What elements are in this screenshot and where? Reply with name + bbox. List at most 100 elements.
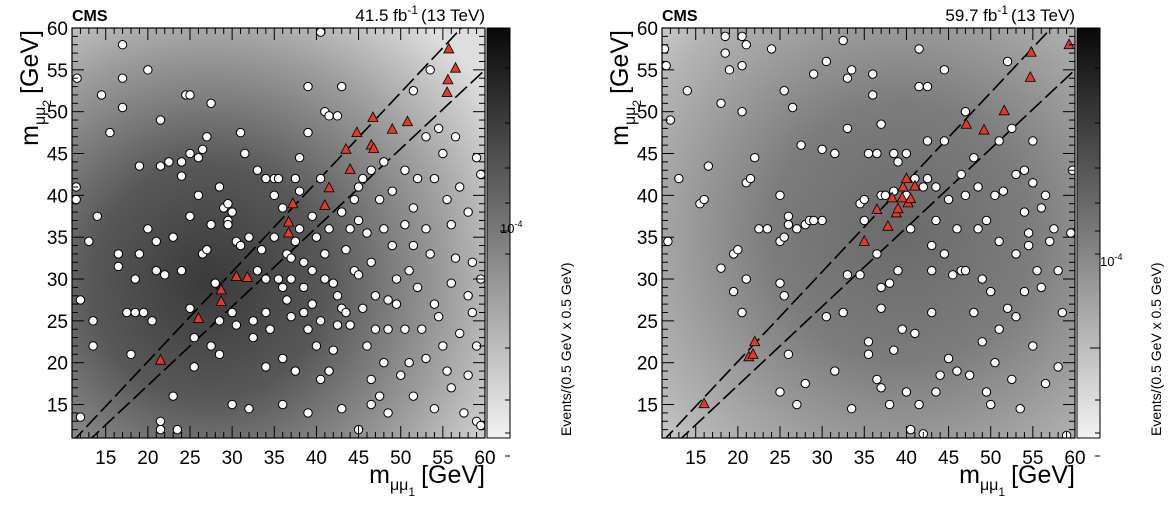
data-point-circle [269,190,279,201]
data-point-triangle [154,353,167,365]
data-point-circle [990,357,1000,368]
y-tick-label: 50 [47,103,68,124]
data-point-circle [682,86,692,96]
data-point-circle [341,245,351,255]
data-point-circle [796,140,806,150]
data-point-circle [1011,249,1021,259]
data-point-circle [846,404,857,414]
y-tick-label: 45 [47,145,68,166]
data-point-circle [84,236,94,247]
data-point-circle [737,307,747,318]
data-point-triangle [442,73,454,85]
data-point-circle [315,28,326,37]
data-point-circle [876,282,886,293]
data-point-circle [737,31,747,42]
data-point-circle [412,173,423,184]
data-point-circle [122,307,132,318]
z-colorbar-ticks [486,27,511,457]
data-point-circle [429,173,440,184]
data-point-triangle [747,347,759,359]
data-point-circle [366,399,376,410]
data-point-circle [206,98,216,109]
y-tick-label: 55 [637,61,658,82]
data-point-triangle [323,181,335,193]
data-point-circle [438,148,448,159]
data-point-circle [716,98,726,109]
data-point-circle [248,316,258,326]
data-point-circle [450,132,461,142]
data-point-circle [455,328,465,339]
data-point-circle [227,207,237,217]
data-point-circle [134,249,145,259]
data-point-circle [1019,286,1030,297]
data-point-circle [859,215,869,226]
data-point-circle [438,341,448,351]
x-tick-label: 40 [896,448,917,469]
data-point-circle [299,307,309,318]
data-point-circle [1023,228,1034,238]
data-point-circle [914,44,924,54]
x-axis-title: mμμ1[GeV] [369,461,485,499]
data-point-circle [227,399,237,410]
data-point-triangle [282,226,295,238]
data-point-circle [459,408,469,418]
data-point-circle [370,291,381,301]
data-point-circle [168,232,178,242]
data-point-triangle [344,163,356,174]
x-tick-label: 60 [1064,448,1085,469]
data-point-circle [214,316,225,326]
x-tick-label: 15 [685,448,706,469]
data-point-circle [425,249,435,259]
data-point-circle [366,257,376,267]
data-point-circle [1057,307,1068,318]
data-point-circle [404,265,414,276]
y-tick-label: 35 [637,228,658,249]
data-point-circle [412,282,423,293]
z-colorbar-frame [486,27,511,439]
x-tick-label: 35 [854,448,875,469]
data-point-triangle [215,295,227,307]
data-point-circle [1045,236,1055,247]
data-point-circle [910,328,920,339]
data-point-triangle [886,191,898,203]
plot-frame [661,27,1076,439]
data-point-circle [889,148,899,159]
data-point-circle [324,366,334,376]
diagonal-band [664,28,1075,438]
data-point-circle [273,274,284,284]
data-point-circle [379,224,389,234]
data-point-circle [358,303,368,314]
z-colorbar [1077,28,1100,438]
data-point-circle [337,404,347,414]
y-tick-label: 55 [47,61,68,82]
data-point-circle [1019,165,1030,175]
data-point-circle [202,245,212,255]
data-point-circle [96,90,107,100]
data-point-circle [986,399,996,410]
data-point-circle [421,132,431,142]
data-point-circle [762,224,773,234]
data-point-circle [303,81,313,92]
data-point-triangle [698,397,710,409]
data-point-triangle [340,142,352,154]
data-point-circle [863,349,874,360]
data-point-circle [922,81,933,92]
x-tick-label: 40 [306,448,327,469]
data-point-circle [383,324,393,334]
left-panel: 15 20 25 30 35 40 45 50 55 60 15 20 25 30 35 40 45 50 55 60… [16,3,574,499]
data-point-circle [379,357,389,368]
data-point-circle [252,165,263,175]
data-point-circle [290,173,301,184]
data-point-triangle [386,122,398,134]
data-point-circle [307,299,317,309]
data-point-circle [147,316,157,326]
data-point-circle [92,211,102,221]
data-point-circle [155,161,166,171]
data-point-circle [830,366,840,376]
data-point-circle [130,307,140,318]
data-point-circle [893,265,903,276]
data-point-circle [113,249,124,259]
data-point-circle [421,353,431,364]
z-tick-label: 10-4 [500,219,522,236]
data-point-circle [821,311,832,322]
